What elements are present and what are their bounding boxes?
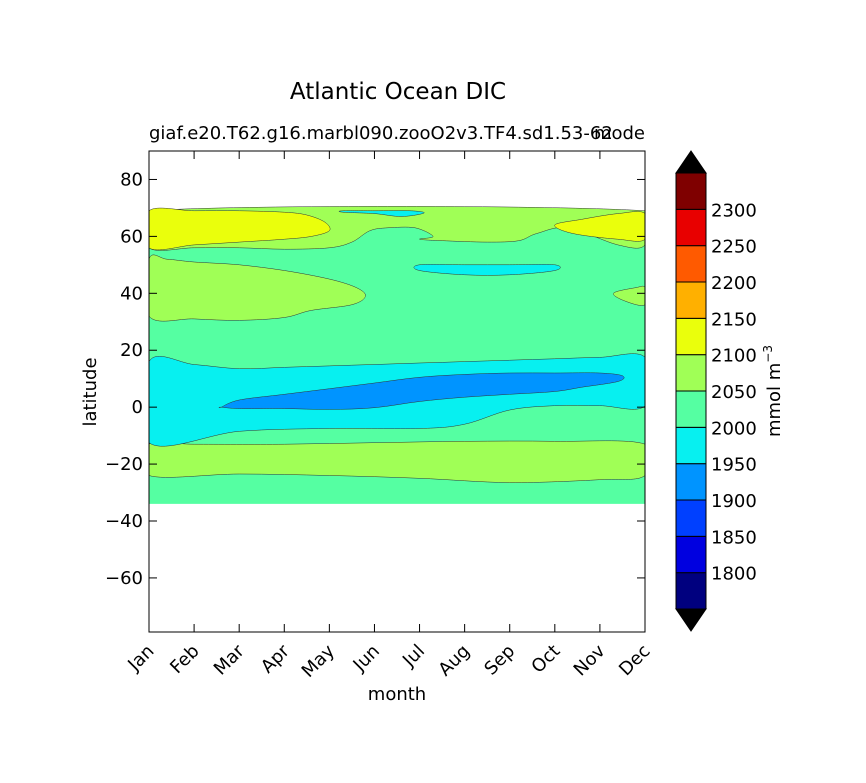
x-tick-label: Nov — [570, 640, 610, 680]
colorbar-tick-label: 1900 — [711, 491, 757, 512]
contour-region-2100-2150 — [149, 207, 331, 251]
y-tick-label: 0 — [132, 397, 143, 418]
y-tick-label: 40 — [120, 283, 143, 304]
contour-layer — [149, 206, 645, 504]
colorbar-tick-label: 2000 — [711, 418, 757, 439]
x-tick-label: Jan — [123, 641, 158, 676]
colorbar-label-unit: mmol m — [764, 363, 785, 437]
x-tick-label: Apr — [257, 640, 294, 677]
colorbar-swatch — [675, 535, 707, 574]
contour-region-2050-2100 — [149, 440, 645, 483]
colorbar-swatch — [675, 463, 707, 501]
colorbar-tick-label: 2250 — [711, 237, 757, 258]
y-tick-label: −20 — [105, 454, 143, 475]
colorbar-swatch — [675, 572, 707, 610]
colorbar-swatch — [675, 245, 707, 283]
colorbar-swatch — [675, 499, 707, 537]
x-tick-label: Sep — [480, 641, 519, 680]
chart-subtitle-left: giaf.e20.T62.g16.marbl090.zooO2v3.TF4.sd… — [149, 123, 613, 144]
x-tick-label: Oct — [527, 641, 564, 678]
x-tick-label: Dec — [615, 641, 654, 680]
y-axis: 80 60 40 20 0 −20 −40 −60 — [105, 169, 645, 589]
colorbar-tick-label: 2050 — [711, 382, 757, 403]
colorbar-extend-under — [675, 608, 707, 632]
y-tick-label: 20 — [120, 340, 143, 361]
colorbar-label: mmol m−3 — [761, 345, 785, 437]
chart-subtitle-right: mode — [594, 123, 645, 144]
x-tick-label: Aug — [434, 641, 474, 681]
colorbar-swatch — [675, 354, 707, 392]
colorbar-extend-over — [675, 150, 707, 174]
colorbar-tick-label: 2300 — [711, 200, 757, 221]
y-tick-label: −40 — [105, 511, 143, 532]
plot-area — [148, 150, 646, 633]
chart-title: Atlantic Ocean DIC — [290, 79, 506, 105]
x-tick-label: Jun — [349, 641, 384, 676]
colorbar-swatch — [675, 172, 707, 210]
contour-region-1900-1950 — [218, 372, 625, 410]
colorbar-label-exponent: −3 — [761, 345, 775, 363]
colorbar-tick-label: 1800 — [711, 564, 757, 585]
colorbar-tick-label: 1850 — [711, 527, 757, 548]
colorbar: 1800 1850 1900 1950 2000 2050 2100 2150 2200 2250… — [675, 150, 757, 632]
colorbar-swatch — [675, 208, 707, 247]
colorbar-swatch — [675, 317, 707, 356]
colorbar-frame — [675, 172, 707, 610]
colorbar-tick-label: 2200 — [711, 273, 757, 294]
y-tick-label: −60 — [105, 568, 143, 589]
contour-region-1950-2000 — [338, 210, 425, 217]
y-axis-label: latitude — [80, 357, 101, 426]
contour-region-2050-2100 — [149, 254, 366, 322]
x-tick-label: Feb — [166, 641, 203, 678]
colorbar-tick-label: 1950 — [711, 455, 757, 476]
colorbar-swatch — [675, 390, 707, 428]
x-tick-label: Jul — [398, 641, 429, 672]
y-tick-label: 60 — [120, 226, 143, 247]
contour-region-2100-2150 — [554, 211, 645, 242]
colorbar-swatch — [675, 426, 707, 465]
colorbar-swatch — [675, 281, 707, 319]
x-axis-label: month — [368, 684, 426, 705]
colorbar-tick-label: 2100 — [711, 346, 757, 367]
contour-region-2050-2100 — [613, 285, 645, 306]
x-tick-label: May — [298, 640, 339, 681]
colorbar-tick-label: 2150 — [711, 309, 757, 330]
plot-frame — [148, 150, 646, 633]
x-tick-label: Mar — [210, 640, 249, 679]
y-tick-label: 80 — [120, 169, 143, 190]
contour-region-1950-2000 — [413, 264, 561, 276]
